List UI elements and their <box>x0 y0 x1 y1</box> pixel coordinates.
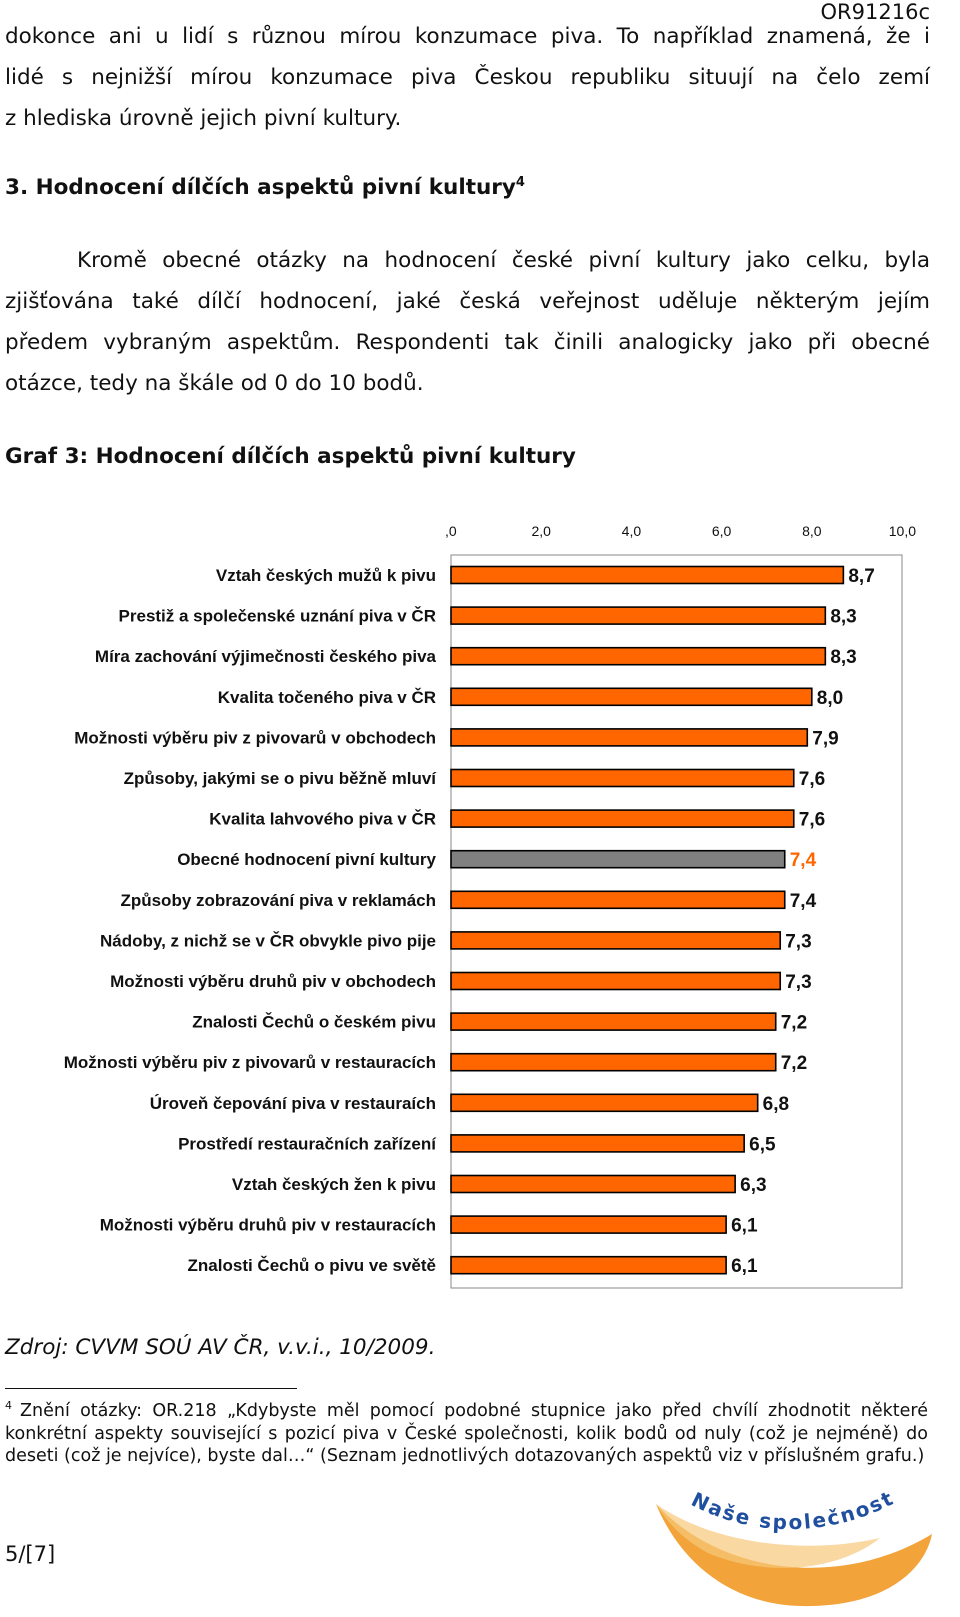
category-label: Úroveň čepování piva v restauraích <box>150 1094 436 1113</box>
logo-swoosh <box>656 1504 932 1607</box>
value-label: 7,4 <box>790 891 817 912</box>
value-label: 6,3 <box>740 1175 766 1196</box>
bar <box>450 1174 736 1194</box>
bar <box>450 768 795 788</box>
intro-line: dokonce ani u lidí s různou mírou konzum… <box>5 24 930 49</box>
bar <box>450 890 786 910</box>
bar <box>450 1134 745 1153</box>
value-label: 6,1 <box>731 1216 758 1237</box>
category-label: Kvalita lahvového piva v ČR <box>209 810 436 829</box>
category-label: Prestiž a společenské uznání piva v ČR <box>119 607 436 626</box>
section-heading: 3. Hodnocení dílčích aspektů pivní kultu… <box>5 175 525 200</box>
intro-line: lidé s nejnižší mírou konzumace piva Čes… <box>5 65 930 90</box>
value-label: 7,4 <box>790 850 817 871</box>
graph-title: Graf 3: Hodnocení dílčích aspektů pivní … <box>5 444 576 469</box>
section-title: Hodnocení dílčích aspektů pivní kultury <box>35 175 516 200</box>
bar <box>450 1255 727 1275</box>
value-label: 6,5 <box>749 1134 776 1155</box>
value-label: 6,1 <box>731 1256 758 1277</box>
bar <box>450 728 809 747</box>
body-paragraph: Kromě obecné otázky na hodnocení české p… <box>5 240 930 404</box>
logo-swoosh-highlight <box>656 1504 880 1568</box>
category-label: Obecné hodnocení pivní kultury <box>177 850 436 869</box>
intro-line: z hlediska úrovně jejich pivní kultury. <box>5 106 402 131</box>
footnote: 4 Znění otázky: OR.218 „Kdybyste měl pomo… <box>5 1400 928 1468</box>
bar <box>450 1052 777 1072</box>
bar <box>450 809 795 828</box>
category-label: Vztah českých mužů k pivu <box>216 566 436 585</box>
value-label: 7,9 <box>812 728 838 749</box>
category-label: Možnosti výběru piv z pivovarů v obchode… <box>74 728 436 747</box>
category-label: Možnosti výběru druhů piv v obchodech <box>110 972 436 991</box>
category-label: Možnosti výběru piv z pivovarů v restaur… <box>64 1053 436 1072</box>
bar-chart: ,0 2,0 4,0 6,0 8,0 10,0 Vztah českých mužů k p… <box>64 523 916 1289</box>
logo-text: Naše společnost <box>688 1485 898 1534</box>
body-line: Kromě obecné otázky na hodnocení české p… <box>77 248 930 273</box>
bar <box>450 1012 777 1031</box>
value-label: 8,3 <box>830 607 856 628</box>
category-label: Způsoby, jakými se o pivu běžně mluví <box>124 769 438 788</box>
x-tick-label: 4,0 <box>622 523 642 539</box>
category-label: Nádoby, z nichž se v ČR obvykle pivo pij… <box>100 931 436 950</box>
plot-frame <box>450 554 903 1289</box>
bar <box>450 849 786 869</box>
x-tick-label: 2,0 <box>531 523 551 539</box>
body-line: zjišťována také dílčí hodnocení, jaké če… <box>5 289 930 314</box>
x-tick-label: ,0 <box>445 523 457 539</box>
value-label: 7,3 <box>785 972 811 993</box>
category-label: Znalosti Čechů o pivu ve světě <box>188 1256 436 1275</box>
value-label: 8,0 <box>817 688 843 709</box>
footnote-divider <box>5 1388 297 1389</box>
bar <box>450 606 827 625</box>
x-tick-label: 8,0 <box>802 523 822 539</box>
x-tick-label: 6,0 <box>712 523 732 539</box>
document-code: OR91216c <box>820 0 930 24</box>
bar <box>450 565 845 585</box>
footnote-text: Znění otázky: OR.218 „Kdybyste měl pomoc… <box>5 1401 928 1466</box>
bar <box>450 971 782 991</box>
bar <box>450 687 813 707</box>
value-label: 7,6 <box>799 769 825 790</box>
source-note: Zdroj: CVVM SOÚ AV ČR, v.v.i., 10/2009. <box>5 1335 436 1360</box>
category-label: Možnosti výběru druhů piv v restauracích <box>100 1216 436 1235</box>
category-label: Způsoby zobrazování piva v reklamách <box>120 891 436 910</box>
value-label: 7,3 <box>785 931 811 952</box>
page-number: 5/[7] <box>5 1542 56 1566</box>
category-label: Prostředí restauračních zařízení <box>178 1134 437 1153</box>
value-label: 7,2 <box>781 1013 807 1034</box>
x-tick-label: 10,0 <box>889 523 916 539</box>
value-label: 8,7 <box>848 566 874 587</box>
intro-paragraph: dokonce ani u lidí s různou mírou konzum… <box>5 16 930 139</box>
bar <box>450 1093 759 1113</box>
value-label: 7,2 <box>781 1053 807 1074</box>
footnote-reference: 4 <box>515 174 525 190</box>
section-number: 3. <box>5 175 29 200</box>
nase-spolecnost-logo: Naše společnost <box>656 1485 932 1607</box>
value-label: 6,8 <box>763 1094 789 1115</box>
category-label: Vztah českých žen k pivu <box>232 1175 436 1194</box>
category-label: Znalosti Čechů o českém pivu <box>192 1013 436 1032</box>
bar <box>450 1215 727 1234</box>
value-label: 8,3 <box>830 647 856 668</box>
body-line: otázce, tedy na škále od 0 do 10 bodů. <box>5 371 424 396</box>
body-line: předem vybraným aspektům. Respondenti ta… <box>5 330 930 355</box>
bar <box>450 931 782 950</box>
footnote-number: 4 <box>5 1399 12 1413</box>
category-label: Míra zachování výjimečnosti českého piva <box>95 647 437 666</box>
value-label: 7,6 <box>799 810 825 831</box>
category-label: Kvalita točeného piva v ČR <box>218 688 436 707</box>
bar <box>450 646 827 666</box>
